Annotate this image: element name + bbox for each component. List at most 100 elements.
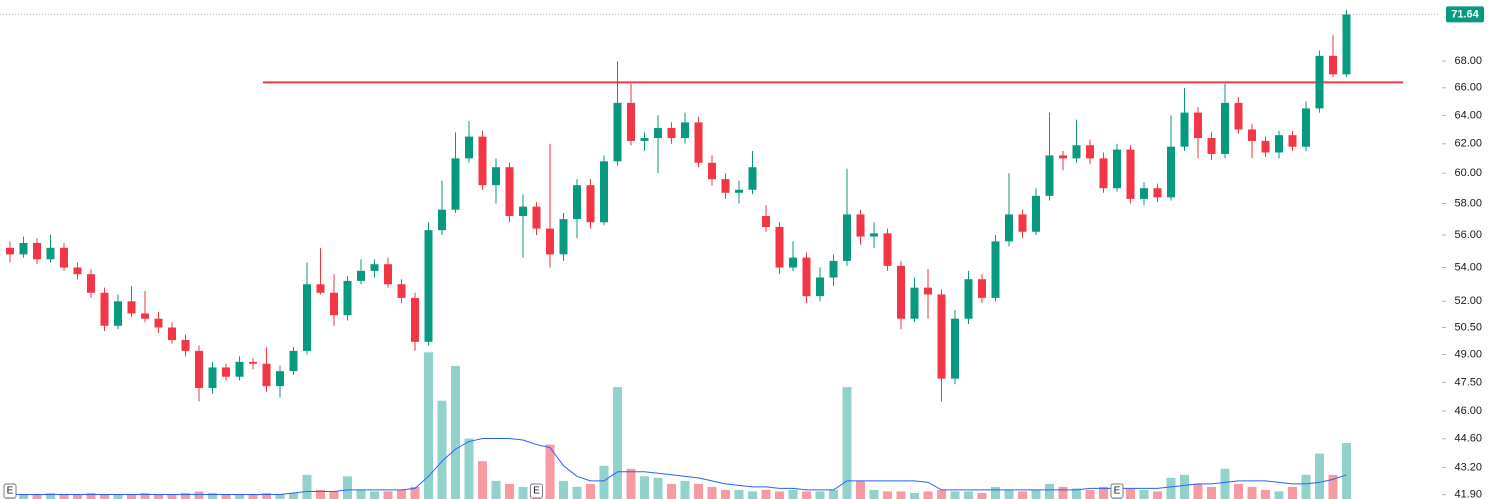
candle-body xyxy=(667,128,676,139)
volume-bar xyxy=(1045,483,1054,499)
candle-body xyxy=(249,361,257,364)
volume-bar xyxy=(329,491,339,499)
volume-bar xyxy=(505,483,514,499)
candle-body xyxy=(465,136,473,159)
candle-body xyxy=(384,264,392,285)
candle-body xyxy=(532,206,541,229)
candle-body xyxy=(1005,214,1013,242)
volume-bar xyxy=(991,486,1000,499)
volume-bar xyxy=(46,492,55,499)
candle-body xyxy=(613,102,622,162)
volume-bar xyxy=(680,480,690,499)
candle-body xyxy=(762,215,770,227)
candle-body xyxy=(856,214,865,237)
candle-body xyxy=(559,219,568,255)
earnings-marker-label: E xyxy=(533,486,540,497)
volume-bar xyxy=(140,492,150,499)
earnings-marker-box xyxy=(1110,483,1124,499)
candle-body xyxy=(73,267,82,275)
volume-bar xyxy=(869,489,879,499)
volume-bar xyxy=(451,365,460,499)
volume-bar xyxy=(1099,486,1108,499)
candle-body xyxy=(978,279,986,298)
volume-bar xyxy=(1072,488,1081,499)
candle-body xyxy=(1032,195,1040,232)
candle-body xyxy=(640,138,649,141)
candle-body xyxy=(208,367,217,389)
volume-bar xyxy=(356,489,366,499)
volume-bar xyxy=(113,494,123,499)
volume-bar xyxy=(1058,486,1068,499)
candle-body xyxy=(1072,145,1081,159)
candle-body xyxy=(262,363,271,387)
candle-body xyxy=(1207,138,1216,154)
y-tick-label: 43.20 xyxy=(1454,461,1482,473)
volume-bar xyxy=(707,486,717,499)
volume-bar xyxy=(59,494,69,499)
volume-bar xyxy=(734,489,744,499)
y-tick-label: 50.50 xyxy=(1454,321,1482,333)
volume-bar xyxy=(1166,477,1176,499)
candle-body xyxy=(1315,55,1324,109)
volume-bar xyxy=(721,489,730,499)
volume-bar xyxy=(100,494,109,499)
y-tick-label: 58.00 xyxy=(1454,197,1482,209)
volume-bar xyxy=(613,387,622,499)
y-tick-label: 68.00 xyxy=(1454,55,1482,67)
volume-bar xyxy=(1274,491,1284,499)
candle-body xyxy=(1234,102,1243,130)
volume-bar xyxy=(572,486,582,499)
volume-bar xyxy=(19,494,28,499)
candle-body xyxy=(937,294,946,379)
volume-bar xyxy=(127,494,136,499)
candle-body xyxy=(127,301,136,314)
candle-body xyxy=(411,297,419,342)
volume-bar xyxy=(802,491,811,499)
volume-bar xyxy=(910,492,919,499)
candle-body xyxy=(87,274,95,293)
candle-body xyxy=(775,226,784,268)
candle-body xyxy=(1140,188,1148,199)
volume-bar xyxy=(86,492,96,499)
candle-body xyxy=(883,233,892,266)
candle-body xyxy=(1342,14,1351,75)
y-tick-label: 47.50 xyxy=(1454,376,1482,388)
candle-body xyxy=(1113,149,1121,189)
volume-bar xyxy=(1085,489,1095,499)
volume-bar xyxy=(383,491,393,499)
candle-body xyxy=(46,247,55,260)
candle-body xyxy=(991,241,1000,298)
volume-bar xyxy=(181,492,190,499)
volume-bar xyxy=(1126,488,1135,499)
volume-bar xyxy=(761,489,771,499)
y-tick-label: 64.00 xyxy=(1454,109,1482,121)
candle-body xyxy=(141,313,149,319)
candle-body xyxy=(573,185,581,220)
candle-body xyxy=(870,233,878,237)
candle-body xyxy=(235,361,244,377)
volume-bar xyxy=(208,492,217,499)
volume-bar xyxy=(491,480,501,499)
candle-body xyxy=(519,206,527,216)
candle-body xyxy=(492,167,500,186)
volume-bar xyxy=(1234,483,1243,499)
candle-body xyxy=(735,189,743,193)
candle-body xyxy=(721,179,730,193)
volume-bar xyxy=(599,465,609,499)
volume-bar xyxy=(1180,474,1189,499)
candle-body xyxy=(600,161,608,223)
candle-body xyxy=(681,122,689,139)
candle-body xyxy=(1261,140,1270,153)
candle-body xyxy=(951,318,959,379)
candle-body xyxy=(694,122,703,163)
volume-bar xyxy=(1261,489,1270,499)
volume-bar xyxy=(842,387,852,499)
candle-body xyxy=(1099,158,1108,189)
volume-bar xyxy=(32,494,42,499)
volume-bar xyxy=(262,492,271,499)
volume-bar xyxy=(883,491,892,499)
candle-body xyxy=(1275,135,1283,153)
volume-bar xyxy=(1018,491,1027,499)
candle-body xyxy=(100,292,109,326)
